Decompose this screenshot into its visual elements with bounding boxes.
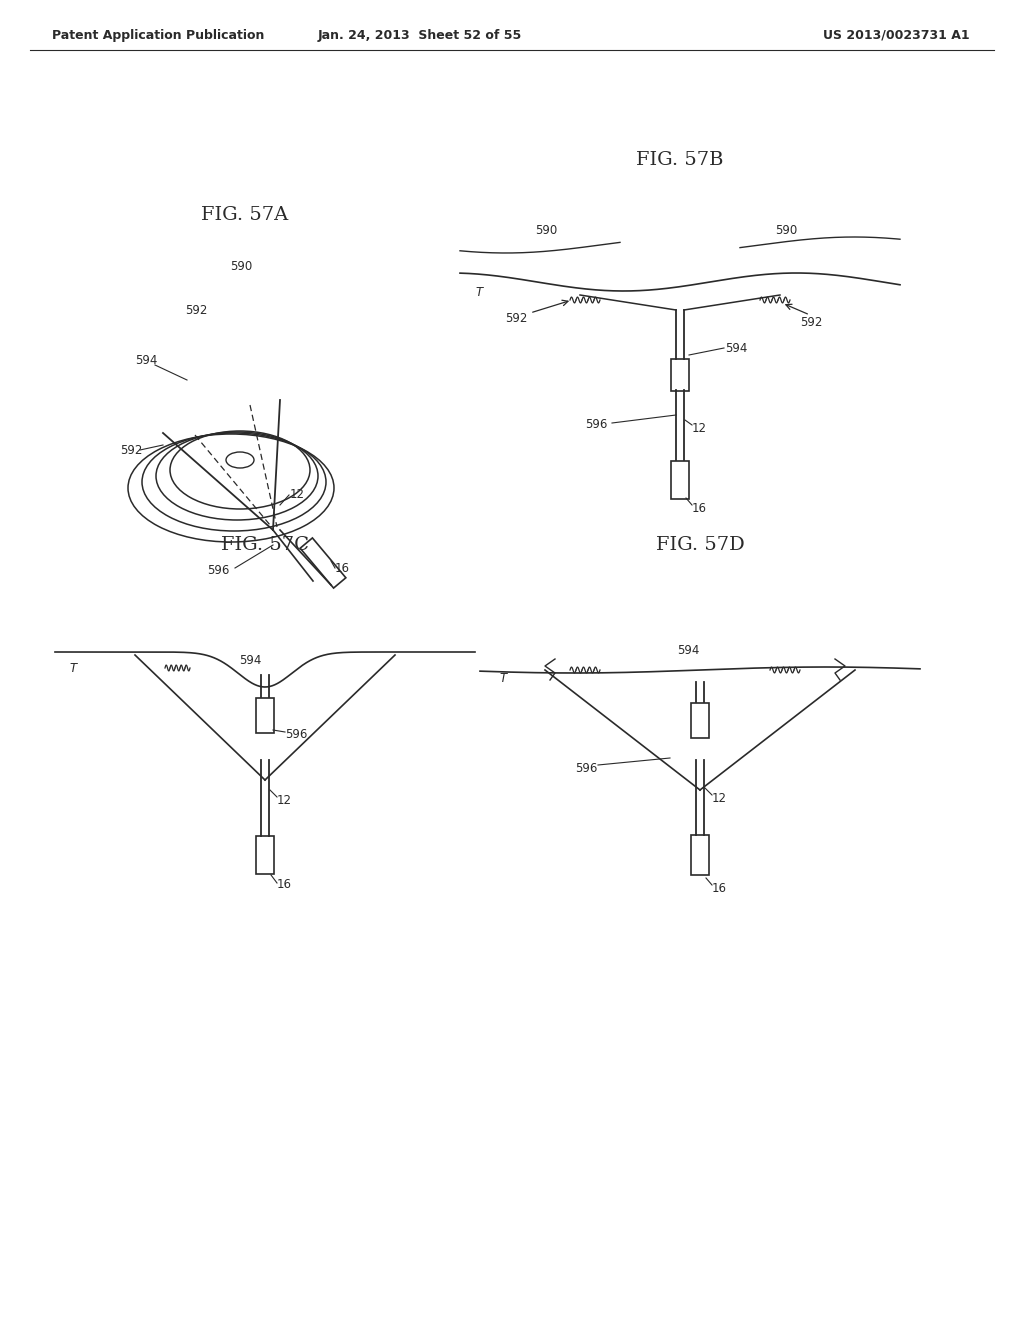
Text: 592: 592 bbox=[800, 315, 822, 329]
Text: Jan. 24, 2013  Sheet 52 of 55: Jan. 24, 2013 Sheet 52 of 55 bbox=[317, 29, 522, 41]
Text: 590: 590 bbox=[230, 260, 252, 273]
Text: FIG. 57D: FIG. 57D bbox=[655, 536, 744, 554]
Text: 12: 12 bbox=[278, 793, 292, 807]
Text: 596: 596 bbox=[585, 418, 607, 432]
Text: 12: 12 bbox=[290, 488, 305, 502]
Text: T: T bbox=[70, 661, 77, 675]
Text: 596: 596 bbox=[207, 564, 229, 577]
Polygon shape bbox=[300, 539, 346, 587]
Text: 596: 596 bbox=[285, 729, 307, 742]
Text: 592: 592 bbox=[185, 304, 208, 317]
Text: T: T bbox=[475, 285, 482, 298]
Text: FIG. 57B: FIG. 57B bbox=[636, 150, 724, 169]
Text: 16: 16 bbox=[278, 879, 292, 891]
Polygon shape bbox=[691, 702, 709, 738]
Text: 594: 594 bbox=[677, 644, 699, 656]
Text: US 2013/0023731 A1: US 2013/0023731 A1 bbox=[823, 29, 970, 41]
Text: 594: 594 bbox=[725, 342, 748, 355]
Text: 590: 590 bbox=[535, 223, 557, 236]
Text: 592: 592 bbox=[120, 444, 142, 457]
Text: 590: 590 bbox=[775, 223, 798, 236]
Polygon shape bbox=[671, 359, 689, 391]
Polygon shape bbox=[691, 836, 709, 875]
Text: 16: 16 bbox=[335, 561, 350, 574]
Text: FIG. 57C: FIG. 57C bbox=[221, 536, 309, 554]
Text: 596: 596 bbox=[575, 762, 597, 775]
Polygon shape bbox=[256, 697, 274, 733]
Text: 16: 16 bbox=[692, 502, 707, 515]
Polygon shape bbox=[256, 836, 274, 874]
Text: 594: 594 bbox=[135, 354, 158, 367]
Text: FIG. 57A: FIG. 57A bbox=[202, 206, 289, 224]
Text: 594: 594 bbox=[239, 653, 261, 667]
Text: T: T bbox=[500, 672, 507, 685]
Text: Patent Application Publication: Patent Application Publication bbox=[52, 29, 264, 41]
Polygon shape bbox=[671, 461, 689, 499]
Text: 12: 12 bbox=[712, 792, 727, 804]
Text: 592: 592 bbox=[505, 312, 527, 325]
Text: 12: 12 bbox=[692, 421, 707, 434]
Text: 16: 16 bbox=[712, 882, 727, 895]
